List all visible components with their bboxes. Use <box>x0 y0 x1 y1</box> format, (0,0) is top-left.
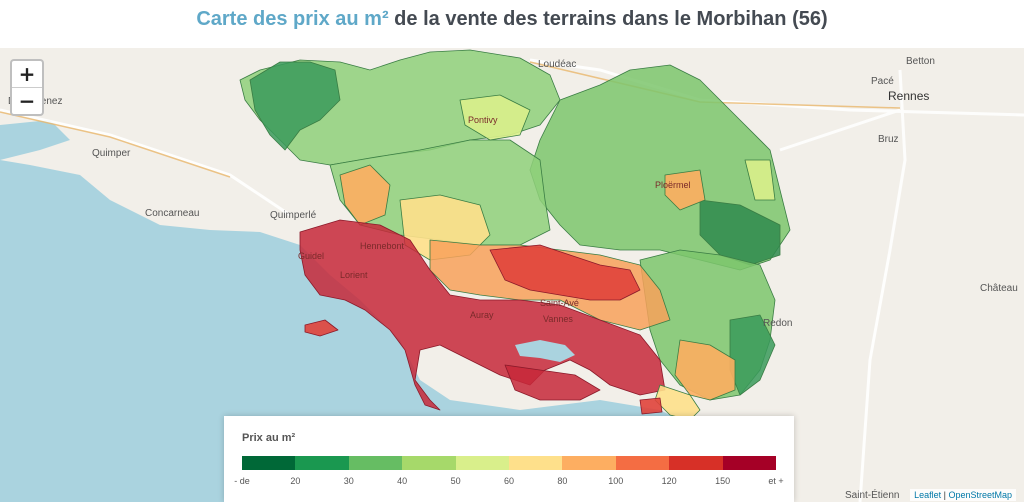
attribution-separator: | <box>941 490 949 500</box>
city-loudeac: Loudéac <box>538 59 577 70</box>
legend-tick: et + <box>768 476 784 486</box>
legend-swatch <box>562 456 616 470</box>
legend-tick: 30 <box>343 476 354 486</box>
legend-color-bar <box>242 456 777 470</box>
city-concarneau: Concarneau <box>145 208 200 219</box>
city-rennes: Rennes <box>888 89 930 103</box>
legend-title: Prix au m² <box>242 432 296 444</box>
city-chateau: Château <box>980 283 1018 294</box>
city-hennebont: Hennebont <box>360 241 405 251</box>
legend-swatch <box>722 456 777 470</box>
title-accent: Carte des prix au m² <box>196 8 389 30</box>
region-layer <box>239 49 791 421</box>
legend-swatch <box>455 456 510 470</box>
city-guidel: Guidel <box>298 251 325 261</box>
legend-swatch <box>509 456 563 470</box>
zone-ploermel <box>664 169 706 211</box>
legend-tick: 120 <box>661 476 677 486</box>
city-redon: Redon <box>763 318 793 329</box>
city-pontivy: Pontivy <box>468 115 498 125</box>
gulf-water <box>515 340 575 362</box>
city-quimperle: Quimperlé <box>270 210 317 221</box>
legend-swatch <box>615 456 670 470</box>
city-vannes: Vannes <box>543 314 573 324</box>
legend-swatch <box>669 456 723 470</box>
legend-tick: 150 <box>715 476 731 486</box>
city-ploermel: Ploërmel <box>655 180 691 190</box>
map-container[interactable]: Douarnenez Quimper Concarneau Quimperlé … <box>0 48 1024 502</box>
legend-swatch <box>242 456 296 470</box>
legend-tick: 100 <box>608 476 624 486</box>
city-auray: Auray <box>470 310 494 320</box>
zone-pontivy <box>459 94 531 141</box>
zone-south-coast-red <box>504 364 601 401</box>
city-betton: Betton <box>906 56 935 67</box>
osm-link[interactable]: OpenStreetMap <box>948 490 1012 500</box>
zone-east-yellow <box>744 159 776 201</box>
city-saint-ave: Saint-Avé <box>540 298 579 308</box>
legend-tick: 60 <box>503 476 515 486</box>
city-quimper: Quimper <box>92 148 131 159</box>
leaflet-link[interactable]: Leaflet <box>914 490 942 500</box>
title-rest: de la vente des terrains dans le Morbiha… <box>388 8 828 30</box>
city-pace: Pacé <box>871 76 894 87</box>
zone-dark-nw <box>249 61 341 151</box>
legend-tick: 40 <box>397 476 408 486</box>
sea-inlet <box>0 120 70 160</box>
zoom-in-button[interactable]: + <box>12 61 42 88</box>
legend-swatch <box>348 456 403 470</box>
map-attribution: Leaflet | OpenStreetMap <box>910 489 1016 501</box>
legend-tick: - de <box>234 476 250 486</box>
legend-tick: 50 <box>450 476 461 486</box>
zone-island-red <box>304 319 339 337</box>
zone-south-east-orange <box>674 339 736 401</box>
legend-ticks: - de 20 30 40 50 60 80 100 120 150 et + <box>234 476 802 490</box>
legend-swatch <box>295 456 349 470</box>
zone-dark-east <box>699 199 781 266</box>
zone-orange-west <box>339 164 391 226</box>
legend-tick: 80 <box>557 476 568 486</box>
city-lorient: Lorient <box>340 270 368 280</box>
zone-vannes-red <box>489 244 641 301</box>
legend-swatch <box>402 456 456 470</box>
city-saint-etienne: Saint-Étienn <box>845 490 900 501</box>
legend-tick: 20 <box>290 476 301 486</box>
city-bruz: Bruz <box>878 134 899 145</box>
zoom-out-button[interactable]: − <box>18 89 36 113</box>
page-title: Carte des prix au m² de la vente des ter… <box>0 8 1024 31</box>
legend-panel: Prix au m² - de 20 30 40 50 60 80 100 120 150 et + <box>224 416 794 502</box>
zone-island-south <box>639 397 663 415</box>
zoom-control: + − <box>10 59 44 116</box>
